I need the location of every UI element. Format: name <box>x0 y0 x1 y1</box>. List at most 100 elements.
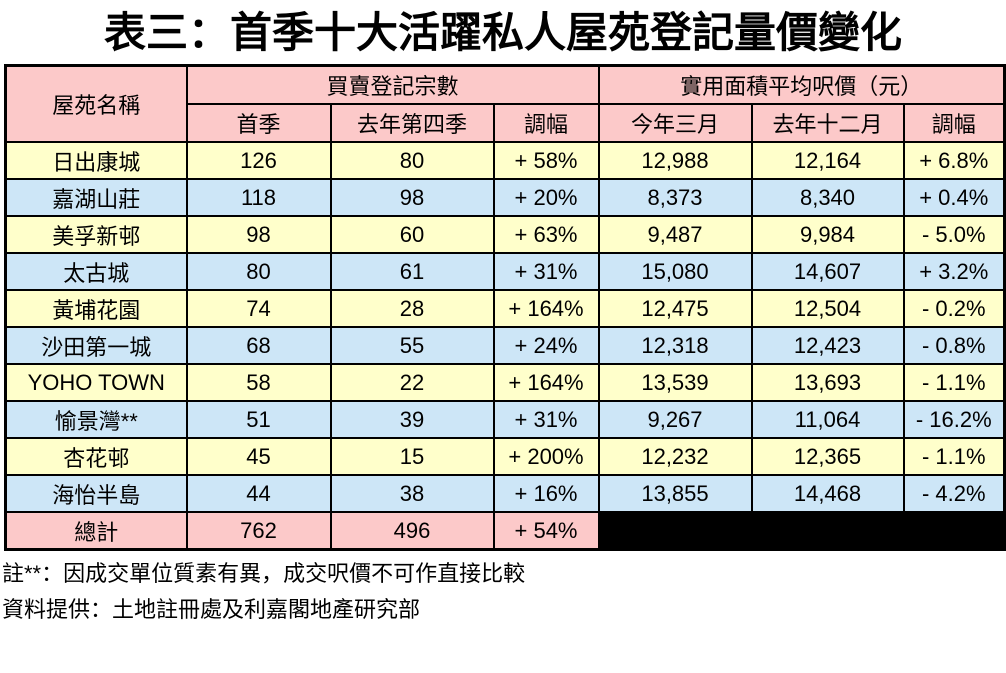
estate-name-cell: 黃埔花園 <box>4 289 188 328</box>
table-header: 屋苑名稱 買賣登記宗數 實用面積平均呎價（元） 首季 去年第四季 調幅 今年三月… <box>4 64 1006 143</box>
q1-count-cell: 44 <box>185 474 332 513</box>
december-price-cell: 8,340 <box>750 178 905 217</box>
volume-change-cell: + 20% <box>492 178 600 217</box>
footnotes: 註**：因成交單位質素有異，成交呎價不可作直接比較 資料提供：土地註冊處及利嘉閣… <box>2 557 1006 627</box>
header-q4: 去年第四季 <box>329 103 495 143</box>
q1-count-cell: 51 <box>185 400 332 439</box>
estate-name-cell: YOHO TOWN <box>4 363 188 402</box>
volume-change-cell: + 31% <box>492 400 600 439</box>
estate-name-cell: 日出康城 <box>4 141 188 180</box>
estate-name-cell: 海怡半島 <box>4 474 188 513</box>
estate-name-cell: 太古城 <box>4 252 188 291</box>
price-change-cell: - 0.8% <box>902 326 1006 365</box>
volume-change-cell: + 24% <box>492 326 600 365</box>
december-price-cell: 14,468 <box>750 474 905 513</box>
q4-count-cell: 60 <box>329 215 495 254</box>
march-price-cell: 12,318 <box>597 326 753 365</box>
estate-name-cell: 美孚新邨 <box>4 215 188 254</box>
table-row: 沙田第一城 68 55 + 24% 12,318 12,423- 0.8% <box>4 326 1006 365</box>
price-change-cell: - 1.1% <box>902 363 1006 402</box>
march-price-cell: 9,487 <box>597 215 753 254</box>
volume-change-cell: + 164% <box>492 363 600 402</box>
q4-count-cell: 38 <box>329 474 495 513</box>
q4-count-cell: 55 <box>329 326 495 365</box>
march-price-cell: 13,855 <box>597 474 753 513</box>
q1-count-cell: 98 <box>185 215 332 254</box>
estate-name-cell: 愉景灣** <box>4 400 188 439</box>
q1-count-cell: 118 <box>185 178 332 217</box>
december-price-cell: 13,693 <box>750 363 905 402</box>
december-price-cell: 11,064 <box>750 400 905 439</box>
volume-change-cell: + 31% <box>492 252 600 291</box>
table-row: YOHO TOWN 58 22 + 164% 13,539 13,693- 1.1% <box>4 363 1006 402</box>
march-price-cell: 12,475 <box>597 289 753 328</box>
volume-change-cell: + 16% <box>492 474 600 513</box>
header-group-price: 實用面積平均呎價（元） <box>597 64 1006 105</box>
q4-count-cell: 15 <box>329 437 495 476</box>
estate-stats-table: 屋苑名稱 買賣登記宗數 實用面積平均呎價（元） 首季 去年第四季 調幅 今年三月… <box>4 64 1006 551</box>
december-price-cell: 12,423 <box>750 326 905 365</box>
header-change-volume: 調幅 <box>492 103 600 143</box>
q1-count-cell: 45 <box>185 437 332 476</box>
q1-count-cell: 74 <box>185 289 332 328</box>
table-row: 愉景灣** 51 39 + 31% 9,267 11,064- 16.2% <box>4 400 1006 439</box>
table-row: 日出康城 126 80 + 58% 12,988 12,164 + 6.8% <box>4 141 1006 180</box>
price-change-cell: - 1.1% <box>902 437 1006 476</box>
price-change-cell: - 5.0% <box>902 215 1006 254</box>
header-group-volume: 買賣登記宗數 <box>185 64 600 105</box>
march-price-cell: 12,232 <box>597 437 753 476</box>
q4-count-cell: 98 <box>329 178 495 217</box>
q1-count-cell: 80 <box>185 252 332 291</box>
estate-name-cell: 沙田第一城 <box>4 326 188 365</box>
footnote-quality: 註**：因成交單位質素有異，成交呎價不可作直接比較 <box>2 561 526 586</box>
estate-name-cell: 嘉湖山莊 <box>4 178 188 217</box>
volume-change-cell: + 200% <box>492 437 600 476</box>
table-row: 海怡半島 44 38 + 16% 13,855 14,468- 4.2% <box>4 474 1006 513</box>
table-row: 太古城 80 61 + 31% 15,080 14,607 + 3.2% <box>4 252 1006 291</box>
volume-change-cell: + 58% <box>492 141 600 180</box>
header-change-price: 調幅 <box>902 103 1006 143</box>
march-price-cell: 15,080 <box>597 252 753 291</box>
q4-count-cell: 80 <box>329 141 495 180</box>
total-row: 總計 762 496 + 54% <box>4 511 1006 551</box>
march-price-cell: 13,539 <box>597 363 753 402</box>
q1-count-cell: 58 <box>185 363 332 402</box>
header-row-groups: 屋苑名稱 買賣登記宗數 實用面積平均呎價（元） <box>4 64 1006 143</box>
december-price-cell: 12,365 <box>750 437 905 476</box>
footnote-source: 資料提供：土地註冊處及利嘉閣地產研究部 <box>2 597 421 623</box>
q4-count-cell: 28 <box>329 289 495 328</box>
march-price-cell: 8,373 <box>597 178 753 217</box>
december-price-cell: 9,984 <box>750 215 905 254</box>
header-december: 去年十二月 <box>750 103 905 143</box>
table-row: 杏花邨 45 15 + 200% 12,232 12,365- 1.1% <box>4 437 1006 476</box>
table-footer: 總計 762 496 + 54% <box>4 511 1006 551</box>
price-change-cell: - 4.2% <box>902 474 1006 513</box>
estate-name-cell: 杏花邨 <box>4 437 188 476</box>
march-price-cell: 9,267 <box>597 400 753 439</box>
table-row: 嘉湖山莊 118 98 + 20% 8,373 8,340 + 0.4% <box>4 178 1006 217</box>
q1-count-cell: 68 <box>185 326 332 365</box>
table-row: 黃埔花園 74 28 + 164% 12,475 12,504- 0.2% <box>4 289 1006 328</box>
volume-change-cell: + 164% <box>492 289 600 328</box>
total-change-cell: + 54% <box>492 511 600 551</box>
header-q1: 首季 <box>185 103 332 143</box>
price-change-cell: - 0.2% <box>902 289 1006 328</box>
price-change-cell: - 16.2% <box>902 400 1006 439</box>
price-change-cell: + 6.8% <box>902 141 1006 180</box>
q4-count-cell: 39 <box>329 400 495 439</box>
q1-count-cell: 126 <box>185 141 332 180</box>
header-estate-name: 屋苑名稱 <box>4 64 188 143</box>
q4-count-cell: 22 <box>329 363 495 402</box>
december-price-cell: 14,607 <box>750 252 905 291</box>
total-q4-cell: 496 <box>329 511 495 551</box>
december-price-cell: 12,504 <box>750 289 905 328</box>
blacked-out-cell <box>597 511 1006 551</box>
march-price-cell: 12,988 <box>597 141 753 180</box>
table-body: 日出康城 126 80 + 58% 12,988 12,164 + 6.8% 嘉湖山莊 118 9… <box>4 141 1006 513</box>
table-row: 美孚新邨 98 60 + 63% 9,487 9,984- 5.0% <box>4 215 1006 254</box>
q4-count-cell: 61 <box>329 252 495 291</box>
price-change-cell: + 3.2% <box>902 252 1006 291</box>
header-march: 今年三月 <box>597 103 753 143</box>
header-row-sub: 首季 去年第四季 調幅 今年三月 去年十二月 調幅 <box>6 103 1006 143</box>
